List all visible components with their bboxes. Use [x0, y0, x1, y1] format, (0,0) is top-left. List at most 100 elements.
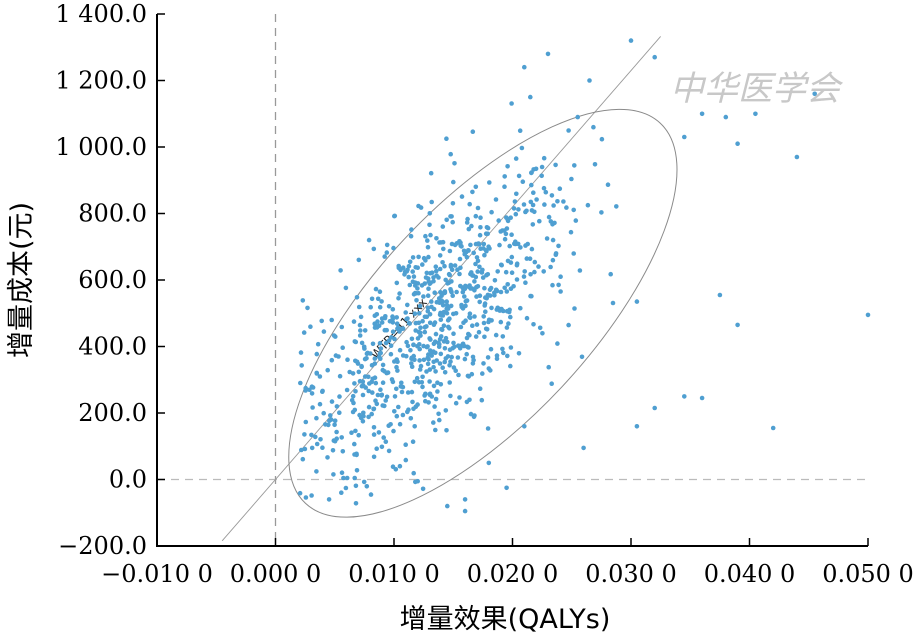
data-point: [362, 374, 368, 379]
data-point: [539, 164, 545, 170]
data-point: [561, 199, 566, 204]
data-point: [571, 251, 576, 256]
data-point: [592, 162, 598, 167]
data-point: [599, 210, 604, 215]
data-point: [325, 455, 330, 460]
data-point: [524, 256, 530, 261]
data-point: [476, 329, 482, 335]
data-point: [392, 213, 398, 219]
data-point: [865, 312, 871, 318]
data-point: [555, 199, 560, 204]
data-point: [434, 268, 439, 274]
data-point: [317, 401, 323, 407]
data-point: [477, 241, 482, 247]
data-point: [591, 124, 596, 130]
data-point: [484, 295, 490, 301]
data-point: [381, 435, 387, 440]
data-point: [405, 343, 411, 349]
data-point: [326, 497, 332, 502]
data-point: [498, 319, 504, 325]
data-point: [445, 339, 450, 345]
data-point: [423, 398, 428, 404]
data-point: [474, 255, 480, 260]
data-point: [429, 304, 434, 310]
data-point: [503, 269, 509, 275]
data-point: [343, 485, 349, 491]
data-point: [412, 311, 418, 317]
data-point: [463, 303, 468, 309]
wtp-threshold-line: [221, 36, 661, 542]
data-point: [502, 184, 507, 189]
data-point: [508, 286, 514, 292]
data-point: [634, 424, 640, 429]
data-point: [415, 265, 421, 271]
data-point: [332, 438, 338, 444]
data-point: [429, 299, 434, 304]
data-point: [528, 94, 533, 100]
data-point: [366, 404, 372, 410]
data-point: [380, 362, 386, 368]
data-point: [309, 445, 315, 451]
data-point: [525, 241, 530, 247]
data-point: [812, 91, 817, 97]
data-point: [442, 359, 448, 365]
data-point: [433, 331, 439, 337]
data-point: [411, 274, 417, 279]
data-point: [735, 141, 740, 146]
data-point: [432, 290, 438, 296]
data-point: [412, 290, 418, 296]
data-point: [514, 277, 520, 282]
data-point: [394, 280, 400, 286]
data-point: [425, 308, 431, 314]
data-point: [474, 322, 480, 327]
data-point: [444, 428, 449, 433]
data-point: [509, 254, 515, 260]
data-point: [482, 303, 488, 308]
data-point: [340, 449, 346, 454]
data-point: [352, 452, 357, 457]
data-point: [529, 170, 534, 175]
data-point: [390, 307, 396, 312]
data-point: [439, 298, 444, 303]
data-point: [373, 286, 379, 292]
data-point: [404, 339, 409, 345]
data-point: [373, 380, 379, 386]
data-point: [473, 261, 478, 267]
data-point: [443, 277, 449, 283]
data-point: [551, 203, 556, 208]
data-point: [417, 330, 423, 336]
data-point: [558, 274, 563, 280]
data-point: [427, 211, 433, 216]
data-point: [498, 307, 504, 313]
data-point: [314, 415, 319, 421]
data-point: [420, 318, 425, 324]
y-tick-label: 200.0: [78, 399, 147, 427]
data-point: [488, 346, 494, 352]
data-point: [433, 427, 438, 433]
data-point: [473, 213, 479, 219]
data-point: [340, 345, 346, 351]
data-point: [480, 275, 486, 280]
y-tick-label: 1 000.0: [55, 133, 147, 161]
data-point: [359, 364, 364, 370]
data-point: [378, 387, 383, 393]
data-point: [441, 323, 447, 329]
data-point: [505, 353, 510, 359]
data-point: [464, 254, 470, 260]
data-point: [424, 270, 430, 276]
data-point: [475, 284, 481, 289]
data-point: [470, 273, 475, 278]
data-point: [337, 410, 342, 416]
data-point: [464, 399, 470, 405]
data-point: [360, 379, 366, 384]
x-tick-label: 0.050 0: [822, 560, 914, 588]
data-point: [489, 209, 494, 215]
data-point: [427, 392, 433, 398]
data-point: [426, 286, 431, 292]
data-point: [409, 227, 414, 232]
data-point: [368, 304, 374, 310]
y-tick-label: 600.0: [78, 266, 147, 294]
data-point: [427, 367, 433, 372]
data-point: [462, 497, 468, 502]
data-point: [566, 128, 571, 133]
